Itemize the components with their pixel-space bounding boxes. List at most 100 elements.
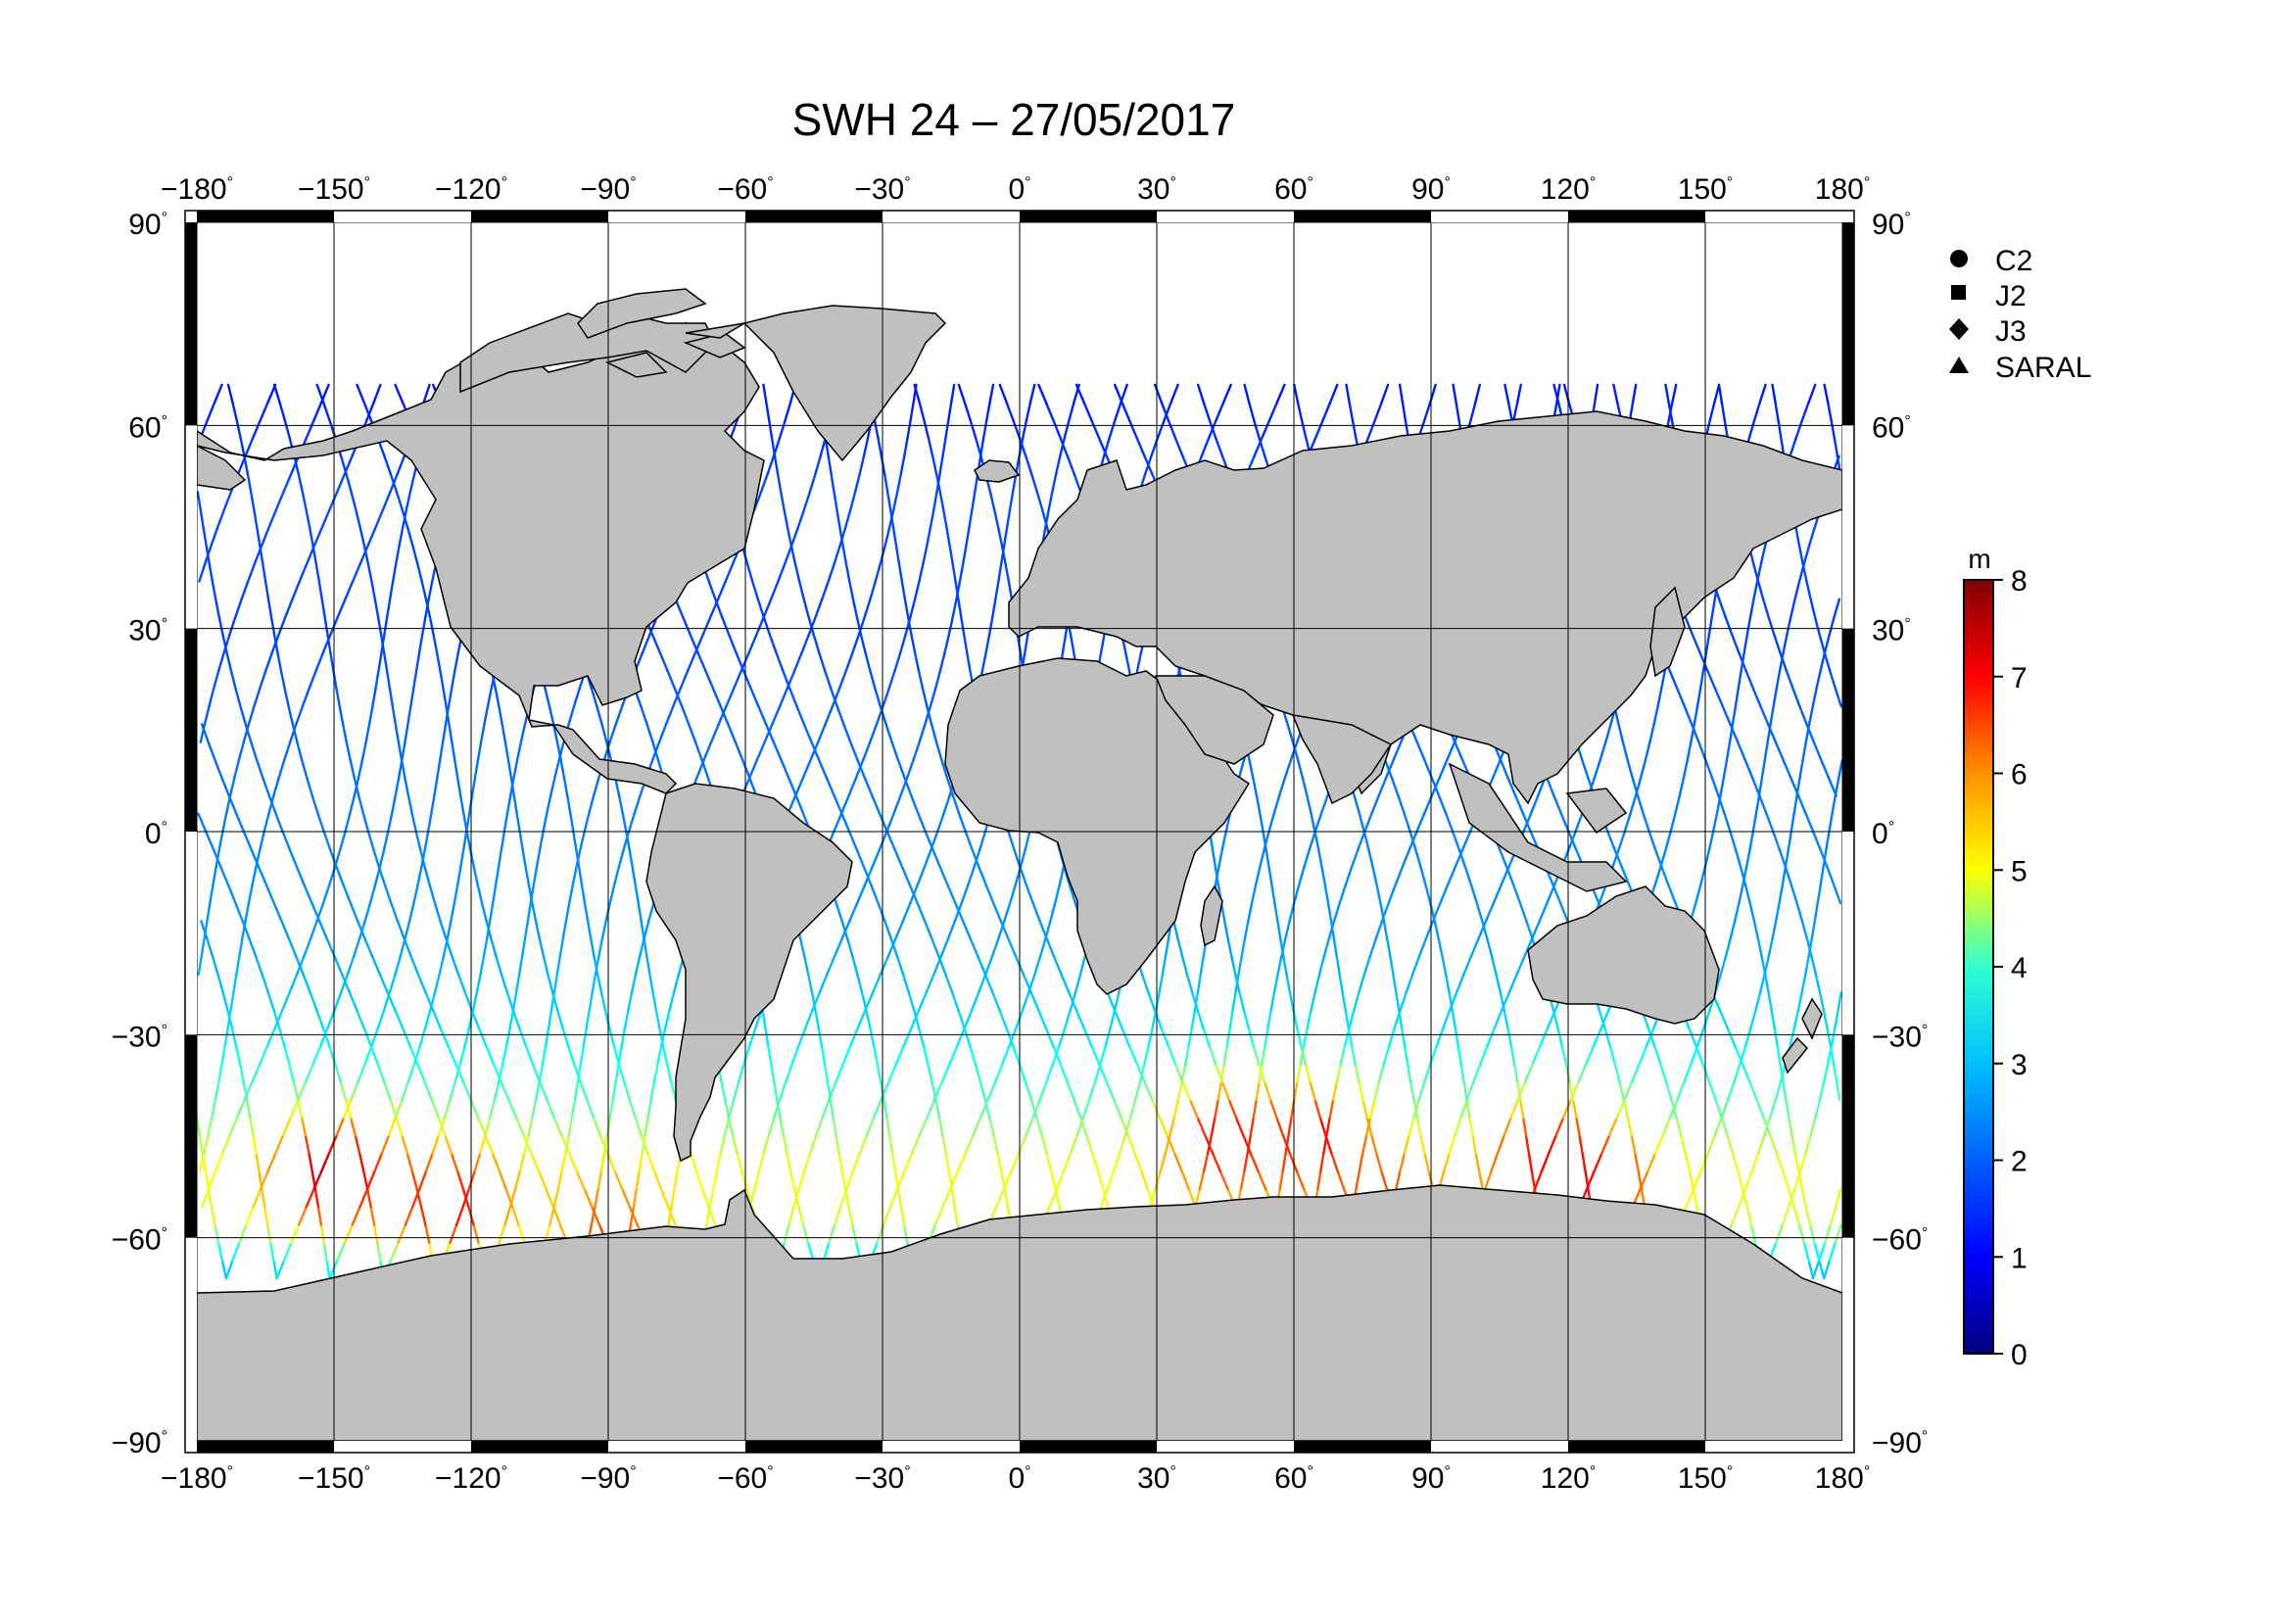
track-segment xyxy=(1423,401,1432,422)
frame-segment-right xyxy=(1842,222,1854,426)
track-segment xyxy=(325,1259,331,1280)
track-segment xyxy=(761,1009,767,1029)
track-segment xyxy=(1763,955,1770,977)
track-segment xyxy=(206,401,216,422)
track-segment xyxy=(1059,437,1070,458)
track-segment xyxy=(363,901,372,923)
track-segment xyxy=(1474,383,1482,405)
track-segment xyxy=(1774,740,1785,762)
track-segment xyxy=(617,794,625,815)
track-segment xyxy=(984,955,994,977)
track-segment xyxy=(1214,866,1220,886)
track-segment xyxy=(394,383,405,405)
track-segment xyxy=(611,1080,617,1101)
track-segment xyxy=(1479,1044,1489,1066)
track-segment xyxy=(933,669,942,691)
track-segment xyxy=(1313,1098,1322,1120)
track-segment xyxy=(782,669,791,691)
track-segment xyxy=(406,705,412,726)
track-segment xyxy=(1158,1116,1169,1137)
track-segment xyxy=(328,848,338,869)
track-segment xyxy=(935,812,945,834)
track-segment xyxy=(1731,634,1741,654)
track-segment xyxy=(926,526,932,548)
track-segment xyxy=(579,830,586,851)
track-segment xyxy=(1611,848,1620,869)
track-segment xyxy=(1656,687,1663,708)
track-segment xyxy=(1068,884,1076,905)
track-segment xyxy=(283,419,292,440)
track-segment xyxy=(281,1116,292,1137)
frame-segment-top xyxy=(745,211,883,222)
track-segment xyxy=(436,758,442,780)
track-segment xyxy=(416,1062,426,1083)
track-segment xyxy=(221,991,229,1012)
track-segment xyxy=(1729,920,1737,940)
track-segment xyxy=(789,526,799,548)
track-segment xyxy=(1822,848,1828,869)
track-segment xyxy=(217,615,224,637)
track-segment xyxy=(1718,1009,1729,1029)
track-segment xyxy=(1725,740,1732,762)
track-segment xyxy=(1801,740,1807,762)
track-segment xyxy=(1791,687,1801,708)
track-segment xyxy=(465,830,472,851)
track-segment xyxy=(479,723,486,743)
track-segment xyxy=(808,472,817,494)
track-segment xyxy=(887,669,896,691)
track-segment xyxy=(1368,937,1377,958)
track-segment xyxy=(592,1116,602,1137)
track-segment xyxy=(283,687,290,708)
track-segment xyxy=(728,1098,736,1120)
track-segment xyxy=(1339,1044,1347,1066)
track-segment xyxy=(1073,1098,1082,1120)
track-segment xyxy=(770,437,777,458)
track-segment xyxy=(272,901,283,923)
track-segment xyxy=(201,1187,211,1209)
track-segment xyxy=(823,1062,830,1083)
track-segment xyxy=(788,777,798,797)
track-segment xyxy=(969,419,978,440)
track-segment xyxy=(869,580,877,601)
track-segment xyxy=(810,740,821,762)
track-segment xyxy=(1033,955,1042,977)
track-segment xyxy=(1031,901,1041,923)
track-segment xyxy=(1592,1027,1602,1048)
track-segment xyxy=(1105,1080,1116,1101)
track-segment xyxy=(647,901,655,923)
track-segment xyxy=(216,973,224,994)
track-segment xyxy=(764,1027,770,1048)
track-segment xyxy=(252,1133,258,1155)
track-segment xyxy=(479,955,486,977)
track-segment xyxy=(1069,634,1075,654)
track-segment xyxy=(1506,1027,1513,1048)
track-segment xyxy=(1318,1116,1327,1137)
track-segment xyxy=(1833,437,1839,458)
track-segment xyxy=(349,1116,357,1137)
track-segment xyxy=(1623,1080,1634,1101)
track-segment xyxy=(1682,758,1689,780)
track-segment xyxy=(748,777,758,797)
right-lat-label: −90° xyxy=(1872,1427,1928,1459)
track-segment xyxy=(222,634,231,654)
track-segment xyxy=(1237,758,1246,780)
track-segment xyxy=(553,758,560,780)
track-segment xyxy=(388,973,397,994)
track-segment xyxy=(206,937,215,958)
track-segment xyxy=(1415,740,1426,762)
track-segment xyxy=(267,794,277,815)
colorbar-tick-label: 5 xyxy=(2011,855,2028,887)
track-segment xyxy=(376,1062,386,1083)
track-segment xyxy=(582,1027,588,1048)
track-segment xyxy=(1255,794,1262,815)
track-segment xyxy=(212,866,217,886)
track-segment xyxy=(396,454,406,476)
track-segment xyxy=(366,526,377,548)
track-segment xyxy=(901,901,912,923)
track-segment xyxy=(792,651,803,672)
track-segment xyxy=(944,973,954,994)
track-segment xyxy=(632,1187,639,1209)
track-segment xyxy=(365,1187,372,1209)
bottom-lon-label: −30° xyxy=(854,1462,910,1495)
track-segment xyxy=(377,866,387,886)
